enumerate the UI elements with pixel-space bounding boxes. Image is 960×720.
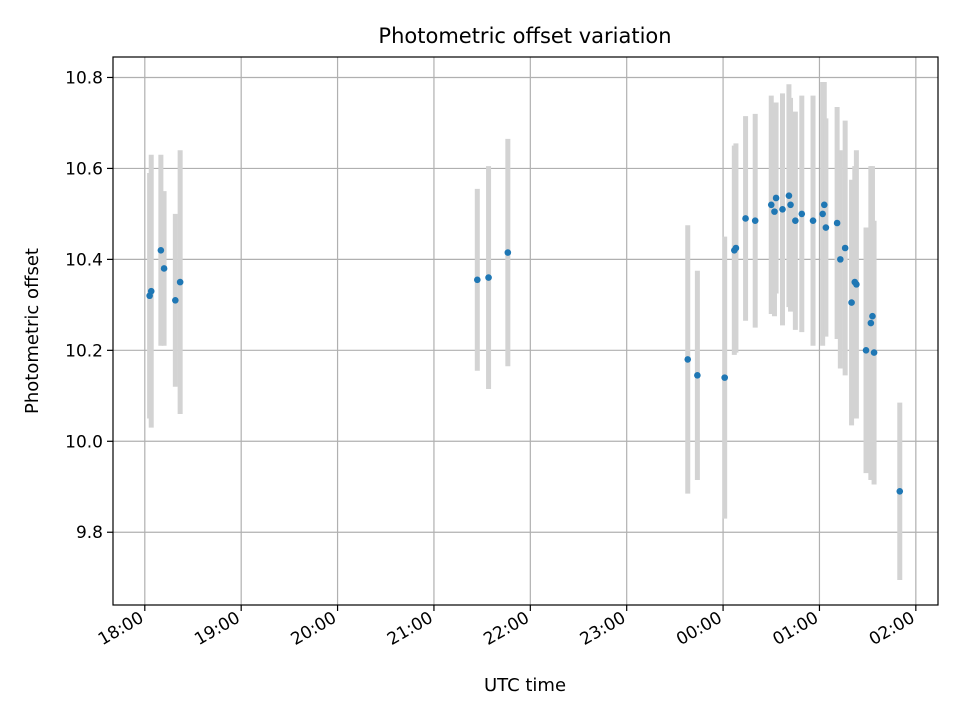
data-point	[869, 312, 876, 320]
y-tick-label: 10.8	[65, 68, 103, 88]
data-point	[822, 224, 830, 231]
data-point	[684, 356, 692, 363]
data-point	[160, 265, 168, 272]
error-bars	[147, 82, 903, 580]
data-point	[870, 349, 878, 356]
data-point	[771, 208, 778, 215]
data-point	[862, 347, 870, 354]
data-point	[504, 249, 512, 256]
data-point	[474, 276, 481, 284]
data-point	[694, 372, 701, 379]
x-tick-label: 18:00	[95, 608, 147, 650]
data-point	[732, 244, 740, 252]
plot-frame	[112, 56, 939, 606]
data-point	[767, 201, 775, 209]
data-point	[867, 319, 875, 327]
data-point	[841, 244, 849, 252]
data-point	[751, 217, 759, 225]
x-tick-label: 20:00	[288, 608, 340, 650]
x-tick-label: 22:00	[480, 608, 532, 650]
data-point	[792, 217, 799, 225]
data-point	[147, 287, 155, 295]
y-tick-label: 10.0	[65, 432, 103, 452]
x-tick-label: 01:00	[770, 608, 822, 650]
chart-title: Photometric offset variation	[378, 24, 671, 48]
data-point	[798, 210, 806, 218]
y-tick-label: 10.2	[65, 341, 103, 361]
data-point	[809, 217, 817, 225]
data-point	[772, 194, 780, 202]
x-axis: 18:00 19:00 20:00 21:00 22:00 23:00 00:00 01:00…	[95, 605, 918, 650]
data-point	[742, 215, 749, 222]
x-tick-label: 02:00	[866, 608, 918, 650]
data-point	[176, 278, 184, 286]
data-point	[819, 210, 826, 218]
x-tick-label: 00:00	[673, 608, 725, 650]
data-point	[787, 201, 794, 209]
y-tick-label: 10.4	[65, 250, 103, 270]
data-point	[820, 201, 828, 209]
data-points	[146, 192, 904, 495]
data-point	[837, 256, 844, 263]
data-point	[853, 281, 860, 288]
y-axis: 9.8 10.0 10.2 10.4 10.6 10.8	[65, 68, 113, 543]
x-tick-label: 21:00	[384, 608, 436, 650]
y-tick-label: 9.8	[76, 523, 103, 543]
x-axis-label: UTC time	[484, 675, 566, 696]
data-point	[785, 192, 793, 200]
data-point	[157, 246, 165, 254]
data-point	[172, 297, 179, 304]
data-point	[833, 219, 841, 227]
y-tick-label: 10.6	[65, 159, 103, 179]
data-point	[896, 488, 904, 495]
data-point	[721, 374, 728, 381]
x-tick-label: 19:00	[191, 608, 243, 650]
x-tick-label: 23:00	[577, 608, 629, 650]
y-axis-label: Photometric offset	[22, 248, 43, 414]
data-point	[779, 206, 786, 213]
data-point	[848, 299, 855, 306]
data-point	[485, 274, 492, 281]
